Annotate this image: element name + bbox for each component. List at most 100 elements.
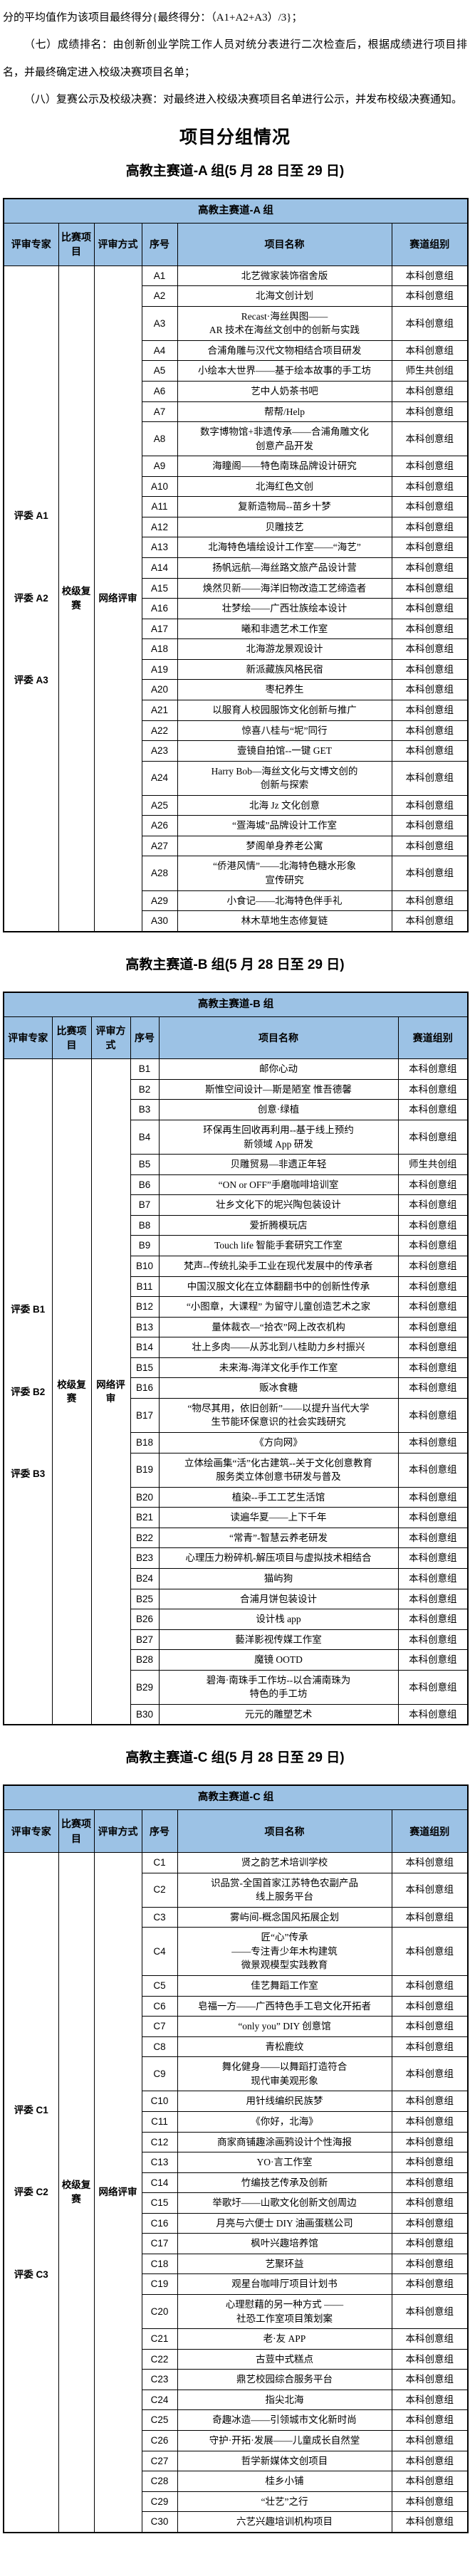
row-no: C6 <box>141 1995 178 2017</box>
row-track-group: 本科创意组 <box>397 1547 469 1569</box>
row-project-name: 碧海·南珠手工作坊--以合浦南珠为 特色的手工坊 <box>158 1669 399 1705</box>
row-project-name: 未来海-海洋文化手作工作室 <box>158 1357 399 1379</box>
row-project-name: 焕然贝新——海洋旧物改造工艺缔造者 <box>177 577 392 599</box>
row-track-group: 本科创意组 <box>391 2212 469 2234</box>
row-project-name: 复新造物局--苗乡十梦 <box>177 496 392 517</box>
row-track-group: 本科创意组 <box>391 856 469 891</box>
row-no: B7 <box>130 1194 160 1216</box>
row-track-group: 本科创意组 <box>397 1609 469 1630</box>
row-track-group: 本科创意组 <box>391 340 469 362</box>
table-row: B4 环保再生回收再利用--基于线上预约 新领域 App 研发 本科创意组 <box>4 1120 469 1155</box>
row-no: B5 <box>130 1154 160 1175</box>
column-header-2: 评审方式 <box>93 1809 142 1854</box>
table-row: A14 扬帆远航—海丝路文旅产品设计营 本科创意组 <box>4 557 469 579</box>
row-no: B19 <box>130 1452 160 1488</box>
row-project-name: 艺中人奶茶书吧 <box>177 380 392 402</box>
row-track-group: 本科创意组 <box>391 557 469 579</box>
table-row: 评委 C1 评委 C2 评委 C3 校级复赛 网络评审 C1 贤之韵艺术培训学校 本科创意组 <box>3 1852 469 2533</box>
row-track-group: 本科创意组 <box>391 598 469 619</box>
row-no: B25 <box>130 1588 160 1610</box>
row-track-group: 本科创意组 <box>391 2450 469 2472</box>
row-no: A26 <box>141 815 178 836</box>
judge-label: 评委 A3 <box>14 675 48 686</box>
row-project-name: 数字博物馆+非遗传承——合浦角雕文化 创意产品开发 <box>177 421 392 457</box>
table-row: B28 魔镜 OOTD 本科创意组 <box>4 1649 469 1671</box>
page-title: 项目分组情况 <box>179 127 291 147</box>
judge-label: 评委 C1 <box>14 2104 48 2115</box>
row-track-group: 本科创意组 <box>391 910 469 932</box>
table-row: C12 商家商铺趣涂画鸦设计个性海报 本科创意组 <box>4 2131 469 2153</box>
row-no: C8 <box>141 2036 178 2058</box>
row-project-name: 指尖北海 <box>177 2389 392 2411</box>
column-header-4: 项目名称 <box>158 1016 399 1060</box>
table-row: B13 量体裁衣—“拾衣”网上改衣机构 本科创意组 <box>4 1316 469 1338</box>
judge-label: 评委 B2 <box>11 1386 46 1397</box>
group-table: 高教主赛道-B 组评审专家 比赛项目 评审方式 序号 项目名称 赛道组别 评委 B1 评委 B… <box>3 991 469 1726</box>
row-project-name: 新派藏族风格民宿 <box>177 658 392 680</box>
row-project-name: 斯惟空间设计—斯是陋室 惟吾德馨 <box>158 1078 399 1100</box>
row-no: A27 <box>141 835 178 857</box>
column-header-3: 序号 <box>141 1809 178 1854</box>
row-track-group: 本科创意组 <box>391 401 469 423</box>
table-row: B11 中国汉服文化在立体翻翻书中的创新性传承 本科创意组 <box>4 1276 469 1298</box>
row-track-group: 本科创意组 <box>397 1588 469 1610</box>
row-no: C3 <box>141 1906 178 1928</box>
row-track-group: 本科创意组 <box>391 537 469 559</box>
row-project-name: 心理压力粉碎机-解压项目与虚拟技术相结合 <box>158 1547 399 1569</box>
group-table-c: 高教主赛道-C 组评审专家 比赛项目 评审方式 序号 项目名称 赛道组别 评委 C1 评委 C… <box>3 1784 469 2533</box>
row-no: C7 <box>141 2016 178 2037</box>
column-header-3: 序号 <box>130 1016 160 1060</box>
row-no: B22 <box>130 1527 160 1549</box>
row-project-name: 惊喜八桂与“坭”同行 <box>177 720 392 742</box>
row-project-name: 壮乡文化下的坭兴陶包装设计 <box>158 1194 399 1216</box>
column-header-5: 赛道组别 <box>397 1016 469 1060</box>
row-no: C13 <box>141 2152 178 2173</box>
row-project-name: 邮你心动 <box>158 1058 399 1080</box>
row-project-name: 六艺兴趣培训机构项目 <box>177 2511 392 2533</box>
row-track-group: 本科创意组 <box>391 794 469 816</box>
row-no: B21 <box>130 1507 160 1528</box>
row-no: B26 <box>130 1609 160 1630</box>
row-no: C9 <box>141 2056 178 2092</box>
table-row: 评委 A1 评委 A2 评委 A3 校级复赛 网络评审 A1 北艺微家装饰宿舍版 本科创意组 <box>3 265 469 932</box>
row-track-group: 本科创意组 <box>391 2172 469 2194</box>
row-track-group: 本科创意组 <box>391 2110 469 2133</box>
table-row: C2 识品赏-全国首家江苏特色农副产品 线上服务平台 本科创意组 <box>4 1872 469 1908</box>
row-track-group: 本科创意组 <box>391 2471 469 2492</box>
table-row: C7 “only you” DIY 创意馆 本科创意组 <box>4 2016 469 2037</box>
column-header-1: 比赛项目 <box>58 223 95 266</box>
row-no: C19 <box>141 2273 178 2296</box>
table-row: C13 YO·言工作室 本科创意组 <box>4 2152 469 2173</box>
row-no: B20 <box>130 1486 160 1508</box>
row-project-name: 元元的雕塑艺术 <box>158 1703 399 1725</box>
row-no: A13 <box>141 537 178 559</box>
table-row: A2 北海文创计划 本科创意组 <box>4 285 469 307</box>
row-track-group: 本科创意组 <box>397 1703 469 1725</box>
row-project-name: 梦阁单身养老公寓 <box>177 835 392 857</box>
row-no: C23 <box>141 2369 178 2390</box>
table-row: A7 帮帮/Help 本科创意组 <box>4 401 469 423</box>
table-row: B14 壮上多肉——从苏北到八桂助力乡村振兴 本科创意组 <box>4 1337 469 1358</box>
row-project-name: 创意·绿植 <box>158 1099 399 1121</box>
row-track-group: 本科创意组 <box>391 2369 469 2390</box>
row-track-group: 本科创意组 <box>391 305 469 341</box>
row-project-name: 守护·开拓·发展——儿童成长自然堂 <box>177 2429 392 2451</box>
row-project-name: 曦和非遗艺术工作室 <box>177 618 392 640</box>
row-track-group: 本科创意组 <box>391 2511 469 2533</box>
row-project-name: 识品赏-全国首家江苏特色农副产品 线上服务平台 <box>177 1872 392 1908</box>
row-track-group: 本科创意组 <box>397 1255 469 1277</box>
row-project-name: 奇趣冰造——引领城市文化新时尚 <box>177 2409 392 2431</box>
row-project-name: “物尽其用，依旧创新”——以提升当代大学 生节能环保意识的社会实践研究 <box>158 1397 399 1434</box>
row-no: A9 <box>141 456 178 477</box>
row-project-name: 壹镜自拍馆--一键 GET <box>177 740 392 762</box>
table-title: 高教主赛道-C 组 <box>3 1784 469 1811</box>
row-track-group: 本科创意组 <box>391 2253 469 2275</box>
group-heading-c: 高教主赛道-C 组(5 月 28 日至 29 日) <box>125 1750 345 1766</box>
table-row: 评委 B1 评委 B2 评委 B3 校级复赛 网络评审 B1 邮你心动 本科创意组 <box>3 1058 469 1725</box>
intro-continuation-line: 分的平均值作为该项目最终得分{最终得分：（A1+A2+A3）/3}； <box>3 12 303 23</box>
row-project-name: 量体裁衣—“拾衣”网上改衣机构 <box>158 1316 399 1338</box>
row-no: B10 <box>130 1255 160 1277</box>
row-project-name: 贩冰食糖 <box>158 1377 399 1399</box>
row-project-name: 贝雕技艺 <box>177 516 392 538</box>
row-project-name: 北海特色墙绘设计工作室——“海艺” <box>177 537 392 559</box>
